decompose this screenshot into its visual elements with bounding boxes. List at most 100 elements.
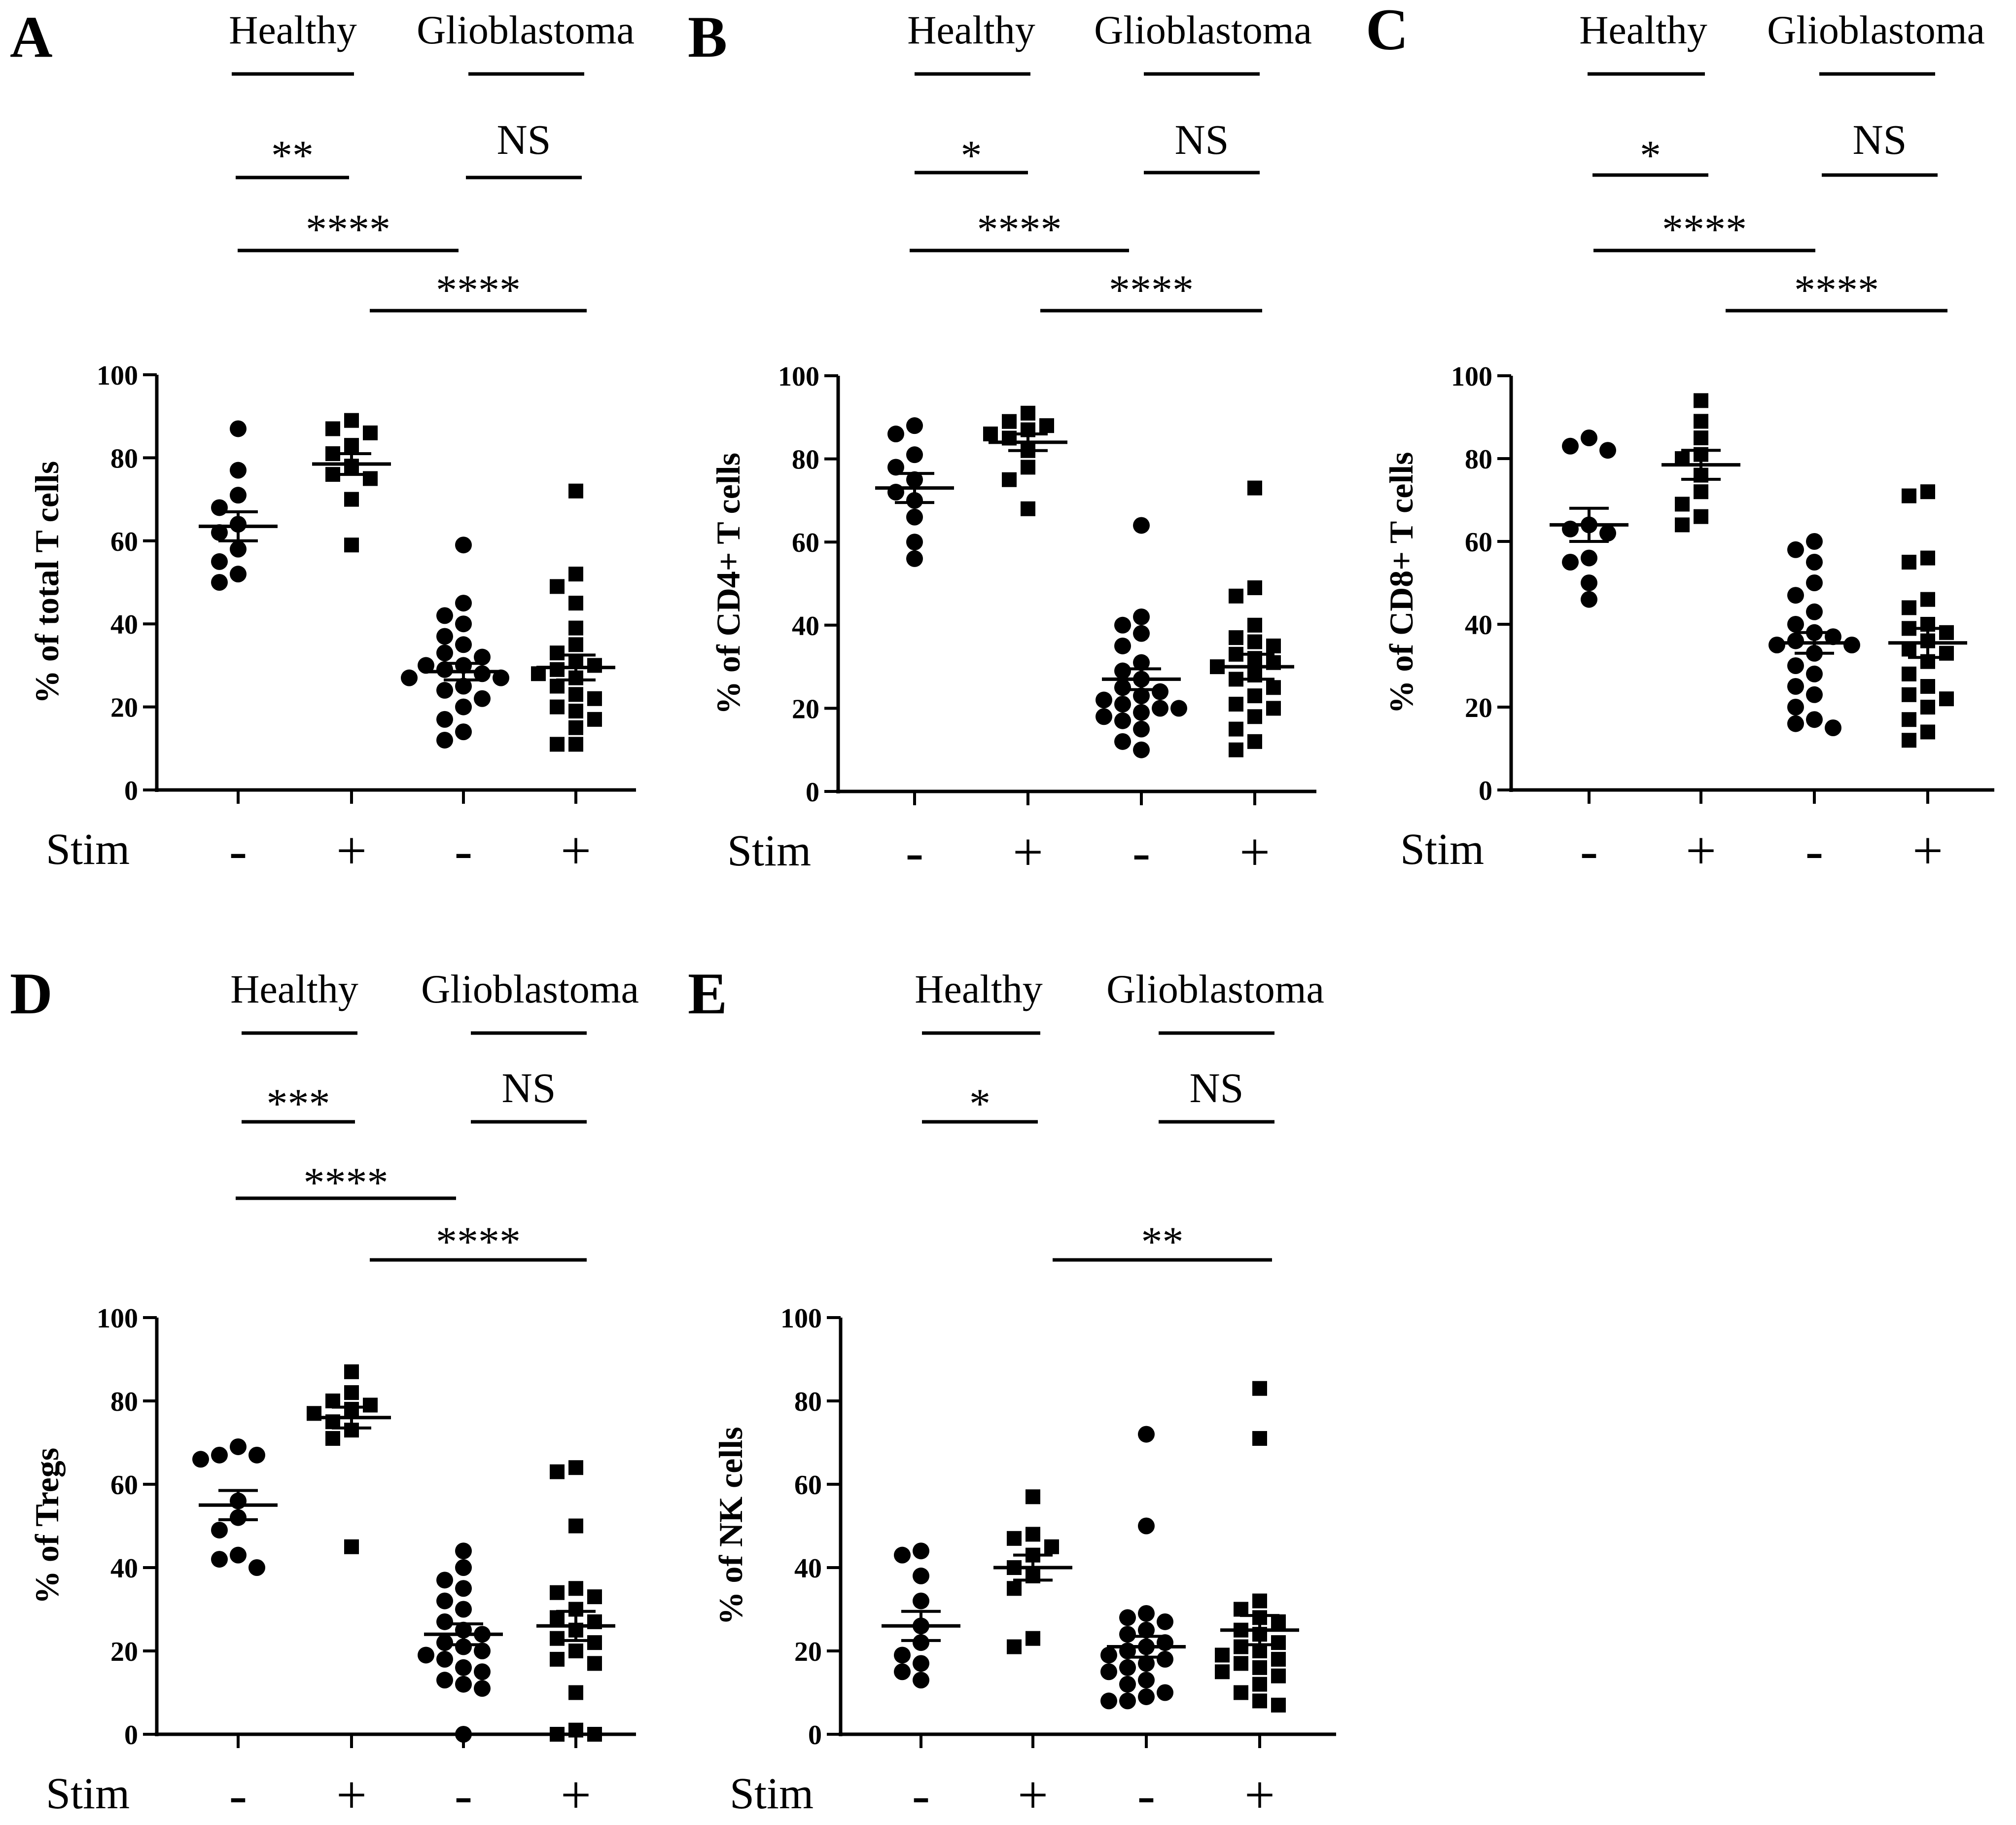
data-point-circle: [906, 550, 923, 567]
panel-letter: D: [10, 961, 53, 1026]
data-point-square: [1271, 1635, 1286, 1650]
data-point-circle: [1562, 437, 1579, 455]
data-point-circle: [211, 1446, 228, 1464]
stim-plus: +: [1018, 1765, 1048, 1825]
data-point-square: [1039, 418, 1054, 433]
data-point-square: [568, 567, 583, 582]
data-point-circle: [1100, 1692, 1117, 1710]
data-point-square: [1247, 580, 1262, 595]
data-point-square: [568, 637, 583, 652]
data-point-circle: [1100, 1663, 1117, 1681]
data-point-square: [363, 1397, 378, 1413]
data-point-square: [1007, 1639, 1022, 1654]
data-point-square: [1007, 1531, 1022, 1546]
data-point-circle: [887, 459, 904, 476]
y-tick-label: 60: [1465, 527, 1492, 558]
data-point-square: [344, 1364, 359, 1379]
significance-label: *: [961, 132, 982, 179]
data-point-circle: [1138, 1605, 1155, 1622]
data-point-square: [1215, 1647, 1230, 1663]
data-point-circle: [493, 669, 509, 686]
group-label-healthy: Healthy: [229, 7, 357, 52]
data-point-square: [1002, 472, 1017, 487]
data-point-circle: [455, 1542, 472, 1560]
data-point-circle: [474, 1643, 491, 1659]
data-point-square: [1044, 1539, 1059, 1554]
y-tick-label: 40: [794, 1553, 822, 1584]
stim-minus: -: [1137, 1765, 1156, 1825]
data-point-square: [568, 1644, 583, 1658]
group-label-healthy: Healthy: [907, 7, 1035, 52]
data-point-square: [344, 492, 359, 507]
data-point-circle: [211, 1551, 228, 1568]
data-point-square: [1252, 1677, 1267, 1692]
y-tick-label: 0: [1479, 776, 1492, 806]
y-tick-label: 0: [808, 1720, 822, 1751]
data-point-square: [1247, 688, 1262, 704]
data-point-circle: [1599, 442, 1616, 459]
data-point-square: [1694, 414, 1708, 429]
data-point-circle: [211, 574, 228, 591]
panel-d: D Healthy Glioblastoma *** NS **** **** 0 20 40 60…: [10, 961, 639, 1825]
y-axis-label: % of NK cells: [712, 1427, 749, 1625]
y-tick-label: 20: [792, 694, 819, 724]
data-point-circle: [1581, 591, 1597, 608]
data-point-square: [1252, 1381, 1267, 1396]
data-point-square: [1229, 588, 1243, 604]
data-point-square: [550, 1727, 565, 1742]
data-point-circle: [230, 462, 247, 479]
data-point-circle: [1806, 603, 1823, 620]
data-point-circle: [906, 508, 923, 526]
stim-minus: -: [229, 821, 248, 881]
data-point-circle: [913, 1542, 929, 1560]
significance-label: NS: [1853, 116, 1907, 163]
data-point-circle: [913, 1634, 929, 1651]
data-point-square: [1939, 691, 1954, 707]
data-point-circle: [1787, 678, 1804, 695]
stim-plus: +: [1912, 821, 1943, 881]
data-point-circle: [436, 607, 453, 624]
data-point-circle: [1825, 719, 1841, 736]
data-point-circle: [1787, 587, 1804, 604]
data-point-circle: [1170, 700, 1187, 717]
data-point-circle: [1806, 665, 1823, 682]
data-point-square: [1247, 617, 1262, 633]
data-point-circle: [1787, 657, 1804, 674]
stim-minus: -: [906, 822, 924, 882]
data-point-square: [325, 1431, 340, 1446]
significance-label: **: [271, 132, 314, 179]
data-point-circle: [455, 1559, 472, 1576]
data-point-square: [550, 662, 565, 677]
data-point-square: [587, 691, 602, 706]
data-point-square: [1021, 501, 1035, 516]
data-point-circle: [1806, 574, 1823, 591]
stim-minus: -: [912, 1765, 930, 1825]
panel-letter: E: [688, 961, 727, 1026]
data-point-circle: [436, 1572, 453, 1589]
data-point-square: [568, 483, 583, 499]
data-point-circle: [230, 1438, 247, 1455]
stim-plus: +: [1686, 821, 1716, 881]
data-point-square: [568, 620, 583, 636]
data-point-square: [550, 1585, 565, 1600]
data-point-circle: [1119, 1626, 1136, 1643]
y-tick-label: 80: [1465, 444, 1492, 475]
data-point-square: [568, 1722, 583, 1738]
panel-letter: B: [688, 4, 727, 70]
data-point-circle: [1157, 1613, 1173, 1630]
y-tick-label: 100: [1451, 361, 1492, 392]
data-point-circle: [1152, 683, 1168, 700]
y-tick-label: 0: [124, 776, 138, 806]
data-point-circle: [230, 1546, 247, 1564]
y-tick-label: 40: [792, 611, 819, 642]
data-point-circle: [455, 615, 472, 633]
data-point-circle: [1581, 429, 1597, 446]
panel-e: E Healthy Glioblastoma * NS ** 0 20 40 60 80 100 % o…: [688, 961, 1336, 1825]
y-tick-label: 60: [110, 1470, 138, 1501]
group-label-healthy: Healthy: [230, 966, 358, 1011]
data-point-circle: [436, 644, 453, 662]
data-point-square: [1675, 497, 1690, 512]
stim-label: Stim: [46, 825, 130, 874]
significance-label: **: [1141, 1218, 1184, 1265]
data-point-square: [1920, 592, 1935, 607]
